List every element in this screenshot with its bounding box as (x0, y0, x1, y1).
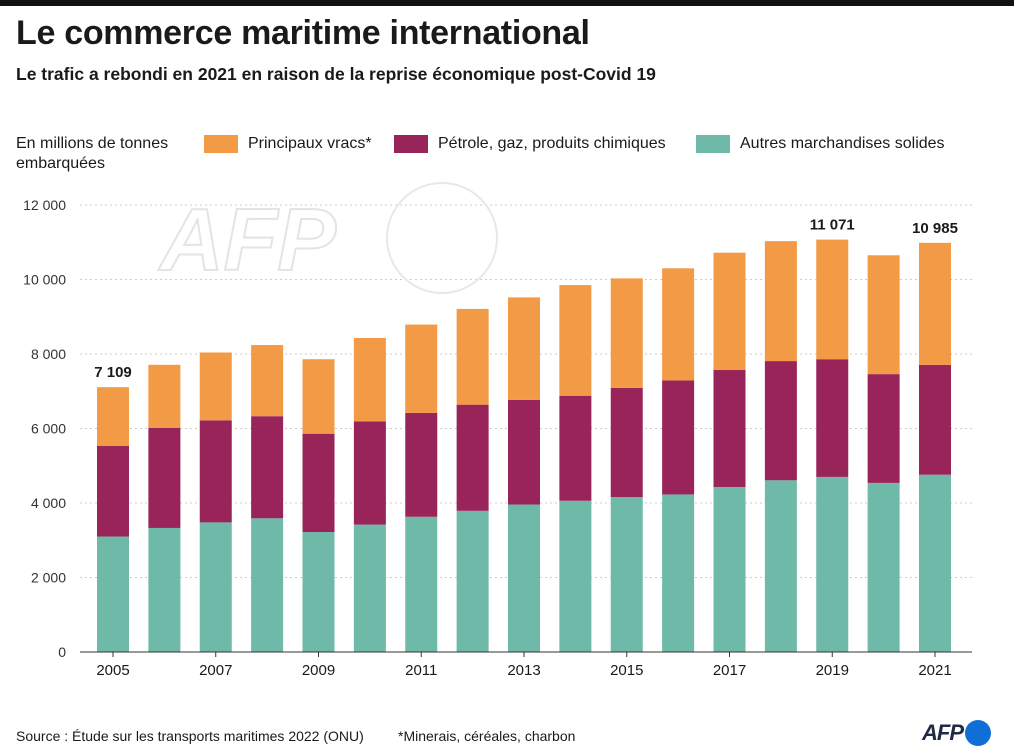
legend-swatch-vracs (204, 135, 238, 153)
bar-segment-autres-2016 (662, 494, 695, 652)
x-tick-label: 2021 (918, 662, 951, 679)
bar-segment-petrole-2016 (662, 380, 695, 495)
bar-segment-autres-2007 (199, 522, 232, 652)
y-tick-label: 6 000 (31, 421, 66, 437)
afp-watermark: AFP (158, 190, 336, 289)
bar-segment-autres-2020 (867, 482, 900, 652)
x-tick-label: 2019 (816, 662, 849, 679)
bar-segment-petrole-2012 (456, 404, 489, 511)
legend-label-vracs: Principaux vracs* (248, 135, 372, 152)
x-tick-label: 2009 (302, 662, 335, 679)
bar-segment-petrole-2010 (353, 421, 386, 525)
bar-segment-petrole-2006 (148, 427, 181, 528)
bar-segment-autres-2005 (97, 536, 129, 652)
legend-label-autres: Autres marchandises solides (740, 135, 945, 152)
y-tick-label: 2 000 (31, 570, 66, 586)
bar-segment-vracs-2007 (199, 352, 232, 421)
y-tick-label: 12 000 (23, 197, 66, 213)
bar-segment-autres-2015 (610, 497, 643, 652)
bar-segment-petrole-2013 (508, 399, 540, 505)
bar-segment-vracs-2011 (405, 324, 438, 413)
bar-segment-vracs-2020 (867, 255, 900, 375)
bar-segment-petrole-2009 (302, 433, 335, 533)
y-tick-label: 4 000 (31, 495, 66, 511)
bar-segment-vracs-2010 (353, 337, 386, 422)
bar-segment-petrole-2021 (919, 364, 951, 475)
chart-subtitle: Le trafic a rebondi en 2021 en raison de… (16, 64, 656, 84)
bar-segment-autres-2014 (559, 500, 592, 652)
bar-segment-autres-2006 (148, 527, 181, 652)
bar-segment-vracs-2013 (508, 297, 540, 400)
x-tick-label: 2005 (96, 662, 129, 679)
x-tick-label: 2007 (199, 662, 232, 679)
bar-segment-vracs-2019 (816, 239, 849, 360)
bar-segment-autres-2011 (405, 516, 438, 652)
legend-swatch-autres (696, 135, 730, 153)
x-tick-label: 2015 (610, 662, 643, 679)
data-label-2005: 7 109 (94, 364, 132, 381)
bar-segment-petrole-2017 (713, 370, 746, 487)
x-tick-label: 2017 (713, 662, 746, 679)
bar-segment-vracs-2012 (456, 308, 489, 405)
bar-segment-petrole-2015 (610, 387, 643, 498)
bar-segment-autres-2010 (353, 524, 386, 652)
bar-segment-autres-2008 (251, 518, 284, 652)
top-rule (0, 0, 1014, 6)
bar-segment-vracs-2018 (764, 241, 797, 362)
bar-segment-vracs-2005 (97, 387, 129, 447)
y-tick-label: 8 000 (31, 346, 66, 362)
bar-segment-autres-2012 (456, 510, 489, 652)
data-label-2021: 10 985 (912, 220, 958, 237)
source-note: Source : Étude sur les transports mariti… (16, 728, 364, 744)
bar-segment-petrole-2005 (97, 446, 129, 537)
bar-segment-autres-2019 (816, 476, 849, 652)
x-tick-label: 2011 (405, 662, 437, 679)
bar-segment-vracs-2016 (662, 268, 695, 381)
bar-segment-autres-2017 (713, 486, 746, 652)
bar-segment-petrole-2018 (764, 361, 797, 481)
bar-segment-petrole-2011 (405, 412, 438, 517)
y-tick-label: 0 (58, 644, 66, 660)
footnote: *Minerais, céréales, charbon (398, 728, 576, 744)
x-tick-label: 2013 (507, 662, 540, 679)
afp-logo: AFP (922, 720, 991, 746)
legend-item-autres: Autres marchandises solides (696, 134, 945, 154)
bar-segment-vracs-2008 (251, 345, 284, 417)
legend-swatch-petrole (394, 135, 428, 153)
bar-segment-autres-2021 (919, 474, 951, 652)
bar-segment-vracs-2006 (148, 364, 181, 428)
legend-item-petrole: Pétrole, gaz, produits chimiques (394, 134, 666, 154)
bar-segment-petrole-2019 (816, 359, 849, 477)
bar-segment-vracs-2017 (713, 252, 746, 371)
bar-segment-vracs-2009 (302, 359, 335, 434)
bar-segment-petrole-2020 (867, 374, 900, 483)
chart-title: Le commerce maritime international (16, 14, 590, 52)
bar-segment-autres-2018 (764, 480, 797, 652)
bar-segment-autres-2009 (302, 532, 335, 652)
bar-segment-autres-2013 (508, 504, 540, 652)
y-axis-unit-label: En millions de tonnes embarquées (16, 135, 169, 172)
bar-segment-petrole-2007 (199, 420, 232, 523)
bar-segment-vracs-2021 (919, 242, 951, 365)
bar-segment-petrole-2014 (559, 395, 592, 501)
y-tick-label: 10 000 (23, 272, 66, 288)
afp-logo-dot (965, 720, 991, 746)
data-label-2019: 11 071 (810, 217, 855, 234)
bar-segment-vracs-2015 (610, 278, 643, 388)
afp-logo-text: AFP (922, 720, 964, 745)
legend-label-petrole: Pétrole, gaz, produits chimiques (438, 135, 666, 152)
legend-item-vracs: Principaux vracs* (204, 134, 372, 154)
bar-segment-petrole-2008 (251, 416, 284, 519)
bar-segment-vracs-2014 (559, 285, 592, 396)
afp-watermark-circle (386, 182, 498, 294)
